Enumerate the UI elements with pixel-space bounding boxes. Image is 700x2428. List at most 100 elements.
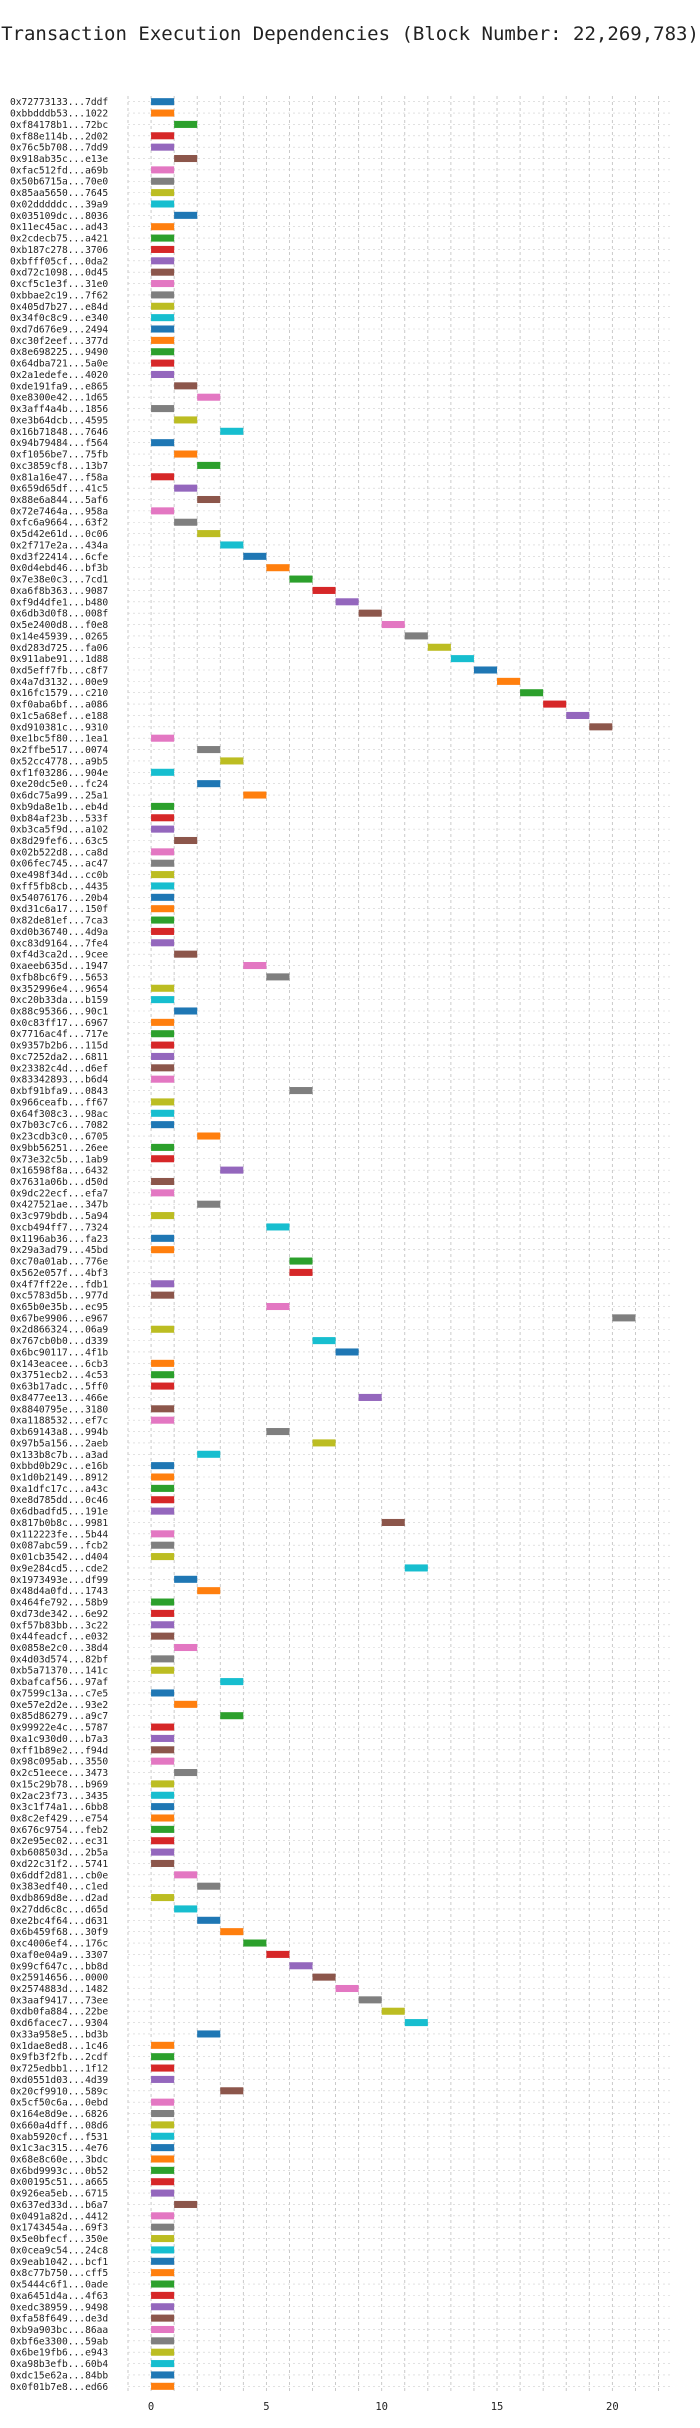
transaction-bar	[151, 1553, 175, 1561]
y-tick-label: 0xaf0e04a9...3307	[10, 1950, 108, 1961]
transaction-bar	[174, 484, 198, 492]
y-tick-label: 0x3aaf9417...73ee	[10, 1995, 108, 2006]
transaction-bar	[197, 1916, 221, 1924]
y-tick-label: 0xbbdddb53...1022	[10, 109, 108, 120]
y-tick-label: 0xf1f03286...904e	[10, 768, 108, 779]
transaction-bar	[151, 1416, 175, 1424]
transaction-bar	[151, 1143, 175, 1151]
y-tick-label: 0x8477ee13...466e	[10, 1393, 108, 1404]
transaction-bar	[151, 1734, 175, 1742]
x-tick-label: 15	[491, 2401, 504, 2413]
y-tick-label: 0x0cea9c54...24c8	[10, 2245, 108, 2256]
y-tick-label: 0xbbd0b29c...e16b	[10, 1461, 108, 1472]
transaction-bar	[151, 1359, 175, 1367]
y-tick-label: 0x83342893...b6d4	[10, 1075, 108, 1086]
transaction-bar	[151, 916, 175, 924]
transaction-bar	[289, 575, 313, 583]
transaction-bar	[220, 541, 244, 549]
y-tick-label: 0xc83d9164...7fe4	[10, 938, 108, 949]
y-tick-label: 0xde191fa9...e865	[10, 381, 108, 392]
transaction-bar	[151, 1121, 175, 1129]
transaction-bar	[151, 473, 175, 481]
y-tick-label: 0x02dddddc...39a9	[10, 199, 108, 210]
transaction-bar	[151, 1155, 175, 1163]
transaction-bar	[197, 495, 221, 504]
y-tick-label: 0x73e32c5b...1ab9	[10, 1154, 108, 1165]
y-tick-label: 0x7e38e0c3...7cd1	[10, 575, 108, 586]
y-tick-label: 0x0491a82d...4412	[10, 2211, 108, 2222]
y-tick-label: 0x427521ae...347b	[10, 1200, 108, 1211]
y-tick-label: 0x087abc59...fcb2	[10, 1541, 108, 1552]
transaction-bar	[358, 1393, 382, 1401]
y-tick-label: 0x9e284cd5...cde2	[10, 1563, 108, 1574]
y-tick-label: 0x8840795e...3180	[10, 1404, 108, 1415]
y-tick-label: 0x88e6a844...5af6	[10, 495, 108, 506]
transaction-bar	[151, 825, 175, 833]
transaction-bar	[174, 1575, 198, 1583]
y-tick-label: 0x6be19fb6...e943	[10, 2348, 108, 2359]
transaction-bar	[151, 2132, 175, 2140]
y-tick-label: 0x5e2400d8...f0e8	[10, 620, 108, 631]
transaction-bar	[151, 1791, 175, 1799]
y-tick-label: 0xbbae2c19...7f62	[10, 290, 108, 301]
grid-lines	[127, 96, 670, 2392]
transaction-bar	[151, 927, 175, 935]
transaction-bar	[151, 1484, 175, 1492]
transaction-bar	[151, 984, 175, 992]
y-tick-label: 0x7b03c7c6...7082	[10, 1120, 108, 1131]
transaction-bar	[151, 2303, 175, 2311]
transaction-bar	[151, 1030, 175, 1038]
y-tick-label: 0xd5eff7fb...c8f7	[10, 666, 108, 677]
y-tick-label: 0x33a958e5...bd3b	[10, 2029, 108, 2040]
transaction-bar	[151, 1041, 175, 1049]
transaction-bar	[151, 882, 175, 890]
y-tick-label: 0x34f0c8c9...e340	[10, 313, 108, 324]
y-tick-label: 0x72773133...7ddf	[10, 97, 108, 108]
transaction-bar	[151, 893, 175, 901]
y-tick-label: 0x9357b2b6...115d	[10, 1041, 108, 1052]
transaction-bar	[151, 1609, 175, 1617]
y-tick-label: 0x0c83ff17...6967	[10, 1018, 108, 1029]
y-tick-label: 0x23cdb3c0...6705	[10, 1132, 108, 1143]
transaction-bar	[151, 2382, 175, 2390]
transaction-bar	[151, 871, 175, 879]
transaction-bar	[197, 780, 221, 788]
transaction-bar	[151, 370, 175, 378]
y-tick-label: 0x76c5b708...7dd9	[10, 143, 108, 154]
transaction-bar	[151, 996, 175, 1004]
y-tick-label: 0xa6f8b363...9087	[10, 586, 108, 597]
y-tick-label: 0xbf91bfa9...0843	[10, 1086, 108, 1097]
y-tick-label: 0x0858e2c0...38d4	[10, 1643, 108, 1654]
y-tick-label: 0xb69143a8...994b	[10, 1427, 108, 1438]
y-tick-label: 0xb3ca5f9d...a102	[10, 825, 108, 836]
y-tick-label: 0x9eab1042...bcf1	[10, 2257, 108, 2268]
y-tick-label: 0x98c095ab...3550	[10, 1757, 108, 1768]
transaction-bar	[151, 405, 175, 413]
y-tick-label: 0x3751ecb2...4c53	[10, 1370, 108, 1381]
y-tick-label: 0xdb0fa884...22be	[10, 2007, 108, 2018]
y-tick-label: 0xd0551d03...4d39	[10, 2075, 108, 2086]
y-tick-label: 0x27dd6c8c...d65d	[10, 1904, 108, 1915]
y-tick-label: 0x1dae8ed8...1c46	[10, 2041, 108, 2052]
y-tick-label: 0x2ffbe517...0074	[10, 745, 108, 756]
transaction-bar	[151, 1803, 175, 1811]
y-tick-label: 0x2c51eece...3473	[10, 1768, 108, 1779]
transaction-bar	[151, 302, 175, 310]
y-tick-label: 0x2f717e2a...434a	[10, 540, 108, 551]
transaction-bar	[151, 848, 175, 856]
transaction-bar	[151, 1177, 175, 1186]
transaction-bar	[312, 1973, 336, 1981]
transaction-bar	[151, 2041, 175, 2049]
y-tick-label: 0xe498f34d...cc0b	[10, 870, 108, 881]
transaction-bar	[151, 1462, 175, 1470]
transaction-bar	[151, 507, 175, 515]
transaction-bar	[220, 1166, 244, 1174]
y-tick-label: 0x7716ac4f...717e	[10, 1029, 108, 1040]
y-tick-label: 0x94b79484...f564	[10, 438, 108, 449]
transaction-bar	[151, 2144, 175, 2152]
transaction-bar	[151, 234, 175, 242]
transaction-bar	[174, 518, 198, 526]
transaction-bar	[151, 1894, 175, 1902]
y-tick-label: 0x1c5a68ef...e188	[10, 711, 108, 722]
transaction-bar	[312, 586, 336, 594]
